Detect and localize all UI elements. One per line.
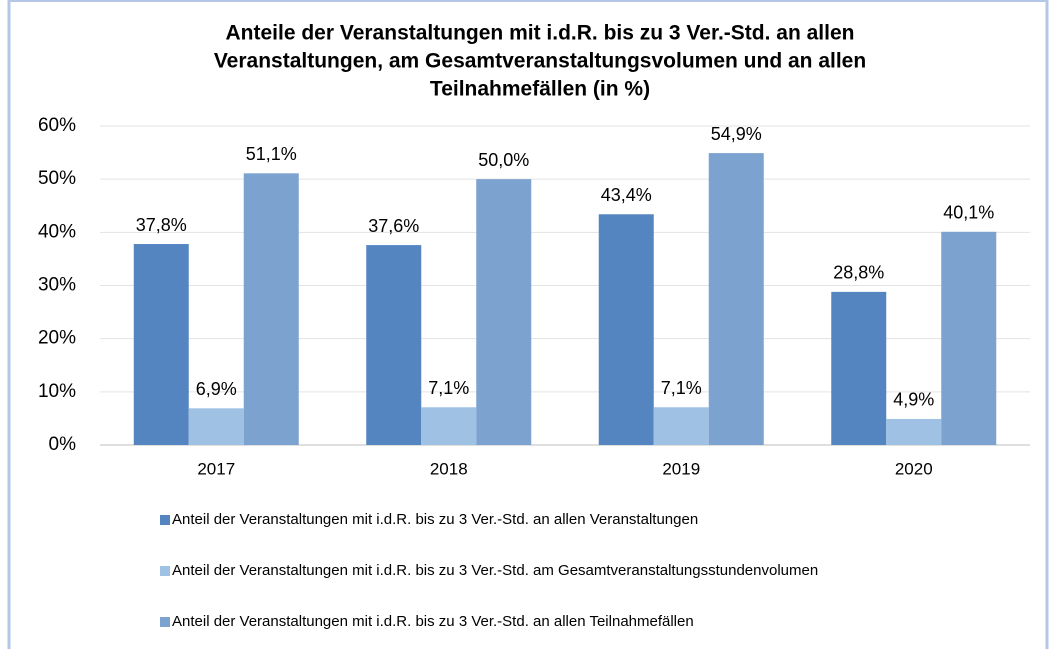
bar [831,291,887,445]
legend-label: Anteil der Veranstaltungen mit i.d.R. bi… [172,511,698,528]
legend-label: Anteil der Veranstaltungen mit i.d.R. bi… [172,613,694,630]
bar [421,407,477,445]
bar [243,173,299,445]
bar [366,245,422,445]
x-tick-label: 2020 [895,459,933,478]
bar [598,214,654,445]
bar [188,408,244,445]
y-tick-label: 50% [38,168,76,189]
y-tick-label: 30% [38,275,76,296]
data-label: 37,6% [368,216,419,236]
legend-label: Anteil der Veranstaltungen mit i.d.R. bi… [172,562,818,579]
data-label: 37,8% [136,215,187,235]
y-tick-label: 20% [38,328,76,349]
data-label: 4,9% [893,390,934,410]
x-tick-label: 2018 [430,459,468,478]
bar [708,153,764,446]
bar [476,179,532,445]
data-label: 7,1% [428,378,469,398]
x-tick-label: 2017 [197,459,235,478]
x-tick-label: 2019 [662,459,700,478]
data-label: 7,1% [661,378,702,398]
chart-title: Veranstaltungen, am Gesamtveranstaltungs… [214,50,866,73]
chart-title: Anteile der Veranstaltungen mit i.d.R. b… [226,22,855,45]
data-label: 28,8% [833,263,884,283]
data-label: 50,0% [478,150,529,170]
data-label: 51,1% [246,144,297,164]
y-tick-label: 40% [38,221,76,242]
legend-swatch [160,617,170,627]
legend-swatch [160,566,170,576]
data-label: 54,9% [711,124,762,144]
bar [941,231,997,445]
data-label: 40,1% [943,203,994,223]
y-tick-label: 10% [38,381,76,402]
legend-swatch [160,515,170,525]
data-label: 43,4% [601,185,652,205]
bar [653,407,709,445]
bar [886,418,942,445]
y-tick-label: 60% [38,115,76,136]
y-tick-label: 0% [49,434,77,455]
chart-title: Teilnahmefällen (in %) [430,78,650,101]
bar [133,244,189,445]
data-label: 6,9% [196,379,237,399]
